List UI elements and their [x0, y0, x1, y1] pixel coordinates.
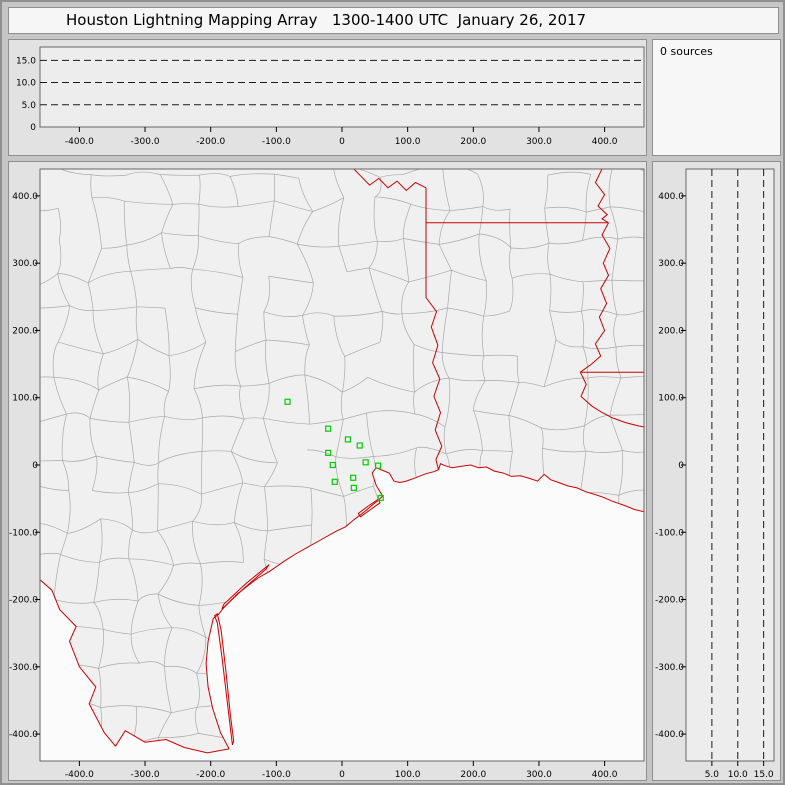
plan-view-plot: -400.0 -300.0 -200.0 -100.0 0 100.0 200.0 300.0…	[9, 168, 645, 780]
y-axis-tick-label: 400.0	[658, 192, 684, 202]
map-layers	[40, 169, 644, 754]
source-count-label: 0 sources	[660, 45, 713, 58]
state-border	[594, 169, 609, 224]
altitude-ns-plot: 400.0 300.0 200.0 100.0 0 -100.0 -200.0 -300.0 -…	[655, 168, 775, 780]
y-axis-tick-label: -300.0	[655, 663, 684, 673]
lma-station-marker	[350, 474, 357, 481]
lma-station-marker	[329, 461, 336, 469]
lma-station-marker	[325, 425, 332, 432]
x-axis-tick-label: 15.0	[754, 770, 774, 780]
x-axis-tick-label: 100.0	[395, 770, 421, 780]
y-axis-tick-label: 0	[678, 461, 684, 471]
x-axis-tick-label: 400.0	[592, 770, 618, 780]
altitude-vs-eastwest-panel[interactable]: 15.0 10.0 5.0 0 -400.0 -300.0 -200.0 -100.0 0 100…	[8, 39, 647, 156]
x-axis-tick-label: -100.0	[262, 137, 291, 147]
state-border	[353, 169, 427, 192]
x-axis-tick-label: 300.0	[526, 770, 552, 780]
lma-station-marker	[356, 442, 363, 449]
y-axis-tick-label: -300.0	[9, 663, 38, 673]
y-axis-tick-label: 5.0	[22, 101, 37, 111]
y-axis-tick-label: -200.0	[9, 596, 38, 606]
lma-station-marker	[375, 462, 382, 469]
state-border	[425, 187, 443, 470]
y-axis-tick-label: 200.0	[658, 326, 684, 336]
x-axis-tick-label: 5.0	[705, 770, 720, 780]
x-axis-tick-label: -300.0	[131, 770, 160, 780]
y-axis-tick-label: 15.0	[16, 56, 36, 66]
y-axis-tick-label: 300.0	[658, 259, 684, 269]
x-axis-tick-label: 0	[339, 770, 345, 780]
lma-station-marker	[284, 398, 291, 405]
lma-station-marker	[325, 449, 332, 456]
x-axis-tick-label: 200.0	[460, 770, 486, 780]
land-area	[40, 169, 644, 753]
barrier-island	[214, 612, 235, 746]
y-axis-tick-label: 200.0	[12, 326, 38, 336]
x-axis-tick-label: -400.0	[65, 137, 94, 147]
y-axis-tick-label: -100.0	[9, 528, 38, 538]
plot-area	[685, 168, 775, 762]
lma-station-marker	[331, 478, 338, 485]
state-border	[579, 371, 644, 428]
rio-grande-border	[40, 579, 230, 754]
y-axis-tick-label: 0	[30, 123, 36, 133]
y-axis-tick-label: -400.0	[655, 730, 684, 740]
lma-station-marker	[377, 494, 384, 502]
source-count-panel: 0 sources	[652, 39, 781, 156]
x-axis-tick-label: -200.0	[196, 137, 225, 147]
x-axis-tick-label: -400.0	[65, 770, 94, 780]
lma-station-marker	[350, 484, 357, 491]
lma-station-marker	[362, 459, 369, 466]
x-axis-tick-label: 0	[339, 137, 345, 147]
lma-station-marker	[344, 436, 352, 443]
x-axis-tick-label: -200.0	[196, 770, 225, 780]
x-axis-tick-label: 200.0	[460, 137, 486, 147]
x-axis-tick-label: 300.0	[526, 137, 552, 147]
state-border	[580, 222, 611, 373]
plot-area	[39, 46, 645, 128]
plan-view-map-panel[interactable]: -400.0 -300.0 -200.0 -100.0 0 100.0 200.0 300.0…	[8, 161, 647, 781]
y-axis-tick-label: 100.0	[658, 394, 684, 404]
y-axis-tick-label: 100.0	[12, 394, 38, 404]
altitude-vs-northsouth-panel[interactable]: 400.0 300.0 200.0 100.0 0 -100.0 -200.0 -300.0 -…	[652, 161, 781, 781]
y-axis-tick-label: -100.0	[655, 528, 684, 538]
coastline	[205, 463, 644, 750]
x-axis-tick-label: -100.0	[262, 770, 291, 780]
y-axis-tick-label: -400.0	[9, 730, 38, 740]
y-axis-tick-label: -200.0	[655, 596, 684, 606]
x-axis-tick-label: 100.0	[395, 137, 421, 147]
x-axis-tick-label: 10.0	[728, 770, 748, 780]
page-title: Houston Lightning Mapping Array 1300-140…	[8, 7, 779, 34]
y-axis-tick-label: 300.0	[12, 259, 38, 269]
y-axis-tick-label: 10.0	[16, 79, 36, 89]
y-axis-tick-label: 0	[32, 461, 38, 471]
altitude-ew-plot: 15.0 10.0 5.0 0 -400.0 -300.0 -200.0 -100.0 0 100…	[16, 46, 645, 147]
x-axis-tick-label: -300.0	[131, 137, 160, 147]
x-axis-tick-label: 400.0	[592, 137, 618, 147]
y-axis-tick-label: 400.0	[12, 192, 38, 202]
